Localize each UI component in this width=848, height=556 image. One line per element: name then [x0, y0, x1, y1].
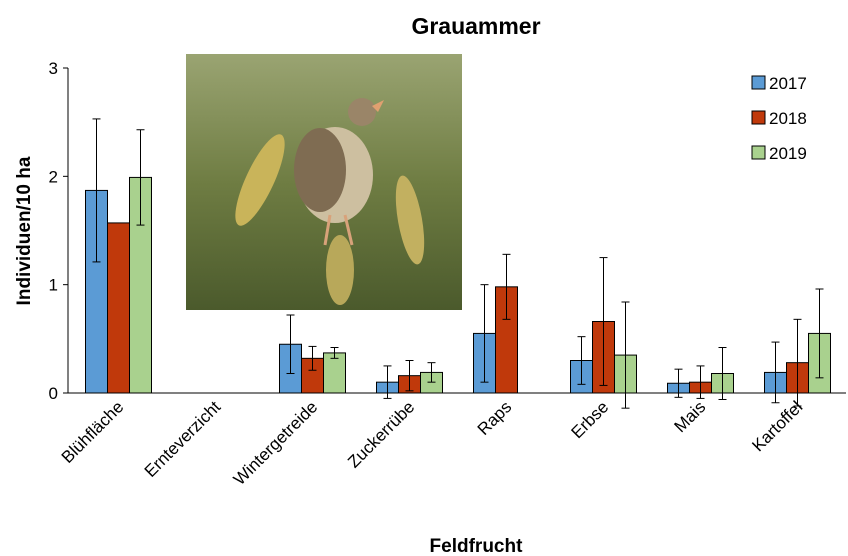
- bar: [324, 353, 346, 393]
- legend-label: 2019: [769, 144, 807, 163]
- x-axis-title: Feldfrucht: [430, 536, 524, 556]
- x-tick-label: Ernteverzicht: [141, 397, 225, 481]
- photo: [186, 54, 462, 310]
- x-tick-label: Raps: [474, 397, 515, 438]
- y-tick-label: 3: [49, 59, 58, 78]
- bar: [108, 223, 130, 393]
- y-tick-label: 1: [49, 276, 58, 295]
- chart-title: Grauammer: [411, 13, 540, 39]
- x-tick-label: Blühfläche: [58, 397, 128, 467]
- chart: Grauammer Feldfrucht Individuen/10 ha 0 1…: [0, 0, 848, 556]
- legend-label: 2017: [769, 74, 807, 93]
- legend-swatch: [752, 111, 765, 124]
- x-tick-label: Erbse: [567, 397, 612, 442]
- legend-swatch: [752, 146, 765, 159]
- x-tick-label: Wintergetreide: [230, 397, 322, 489]
- legend-label: 2018: [769, 109, 807, 128]
- x-tick-label: Zuckerrübe: [344, 397, 418, 471]
- y-tick-label: 0: [49, 384, 58, 403]
- x-tick-label: Mais: [671, 397, 710, 436]
- y-tick-label: 2: [49, 167, 58, 186]
- legend-swatch: [752, 76, 765, 89]
- y-axis-title: Individuen/10 ha: [14, 156, 35, 305]
